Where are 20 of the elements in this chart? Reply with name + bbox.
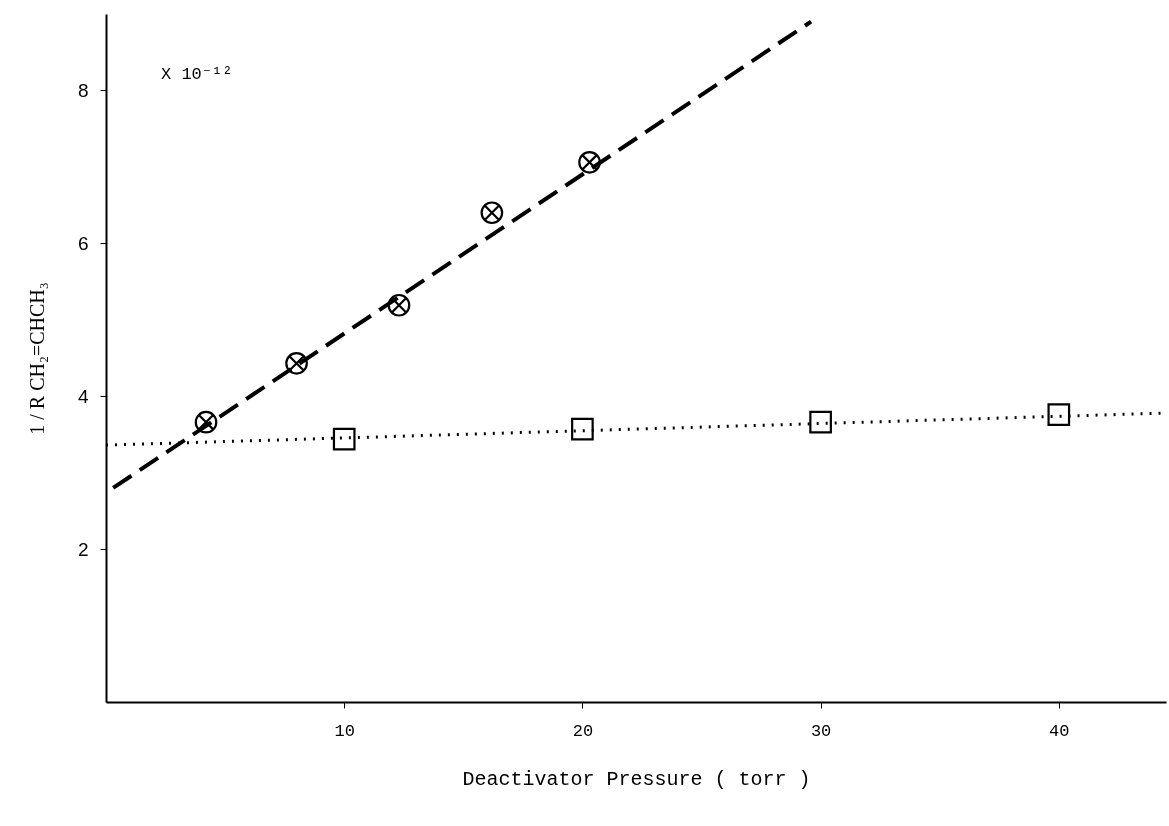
x-tick-label: 40: [1049, 721, 1070, 741]
x-tick-label: 30: [810, 721, 832, 741]
x-tick-label: 20: [572, 721, 594, 741]
point: [571, 417, 594, 441]
point: [809, 410, 832, 434]
y-tick-label: 8: [77, 79, 89, 101]
x-tick-label: 10: [334, 721, 355, 741]
annotation: X 10⁻¹²: [161, 65, 233, 84]
point: [578, 150, 601, 174]
y-axis-title: 1 / R CH₂=CHCH₃: [25, 282, 48, 435]
y-tick-label: 6: [77, 232, 89, 254]
point: [1047, 403, 1071, 426]
point: [285, 352, 308, 375]
point: [480, 201, 504, 225]
point: [387, 293, 411, 317]
point: [194, 410, 218, 434]
x-axis-title: Deactivator Pressure ( torr ): [462, 767, 811, 791]
y-tick-label: 2: [77, 538, 89, 560]
y-tick-label: 4: [77, 385, 89, 407]
point: [332, 427, 356, 451]
